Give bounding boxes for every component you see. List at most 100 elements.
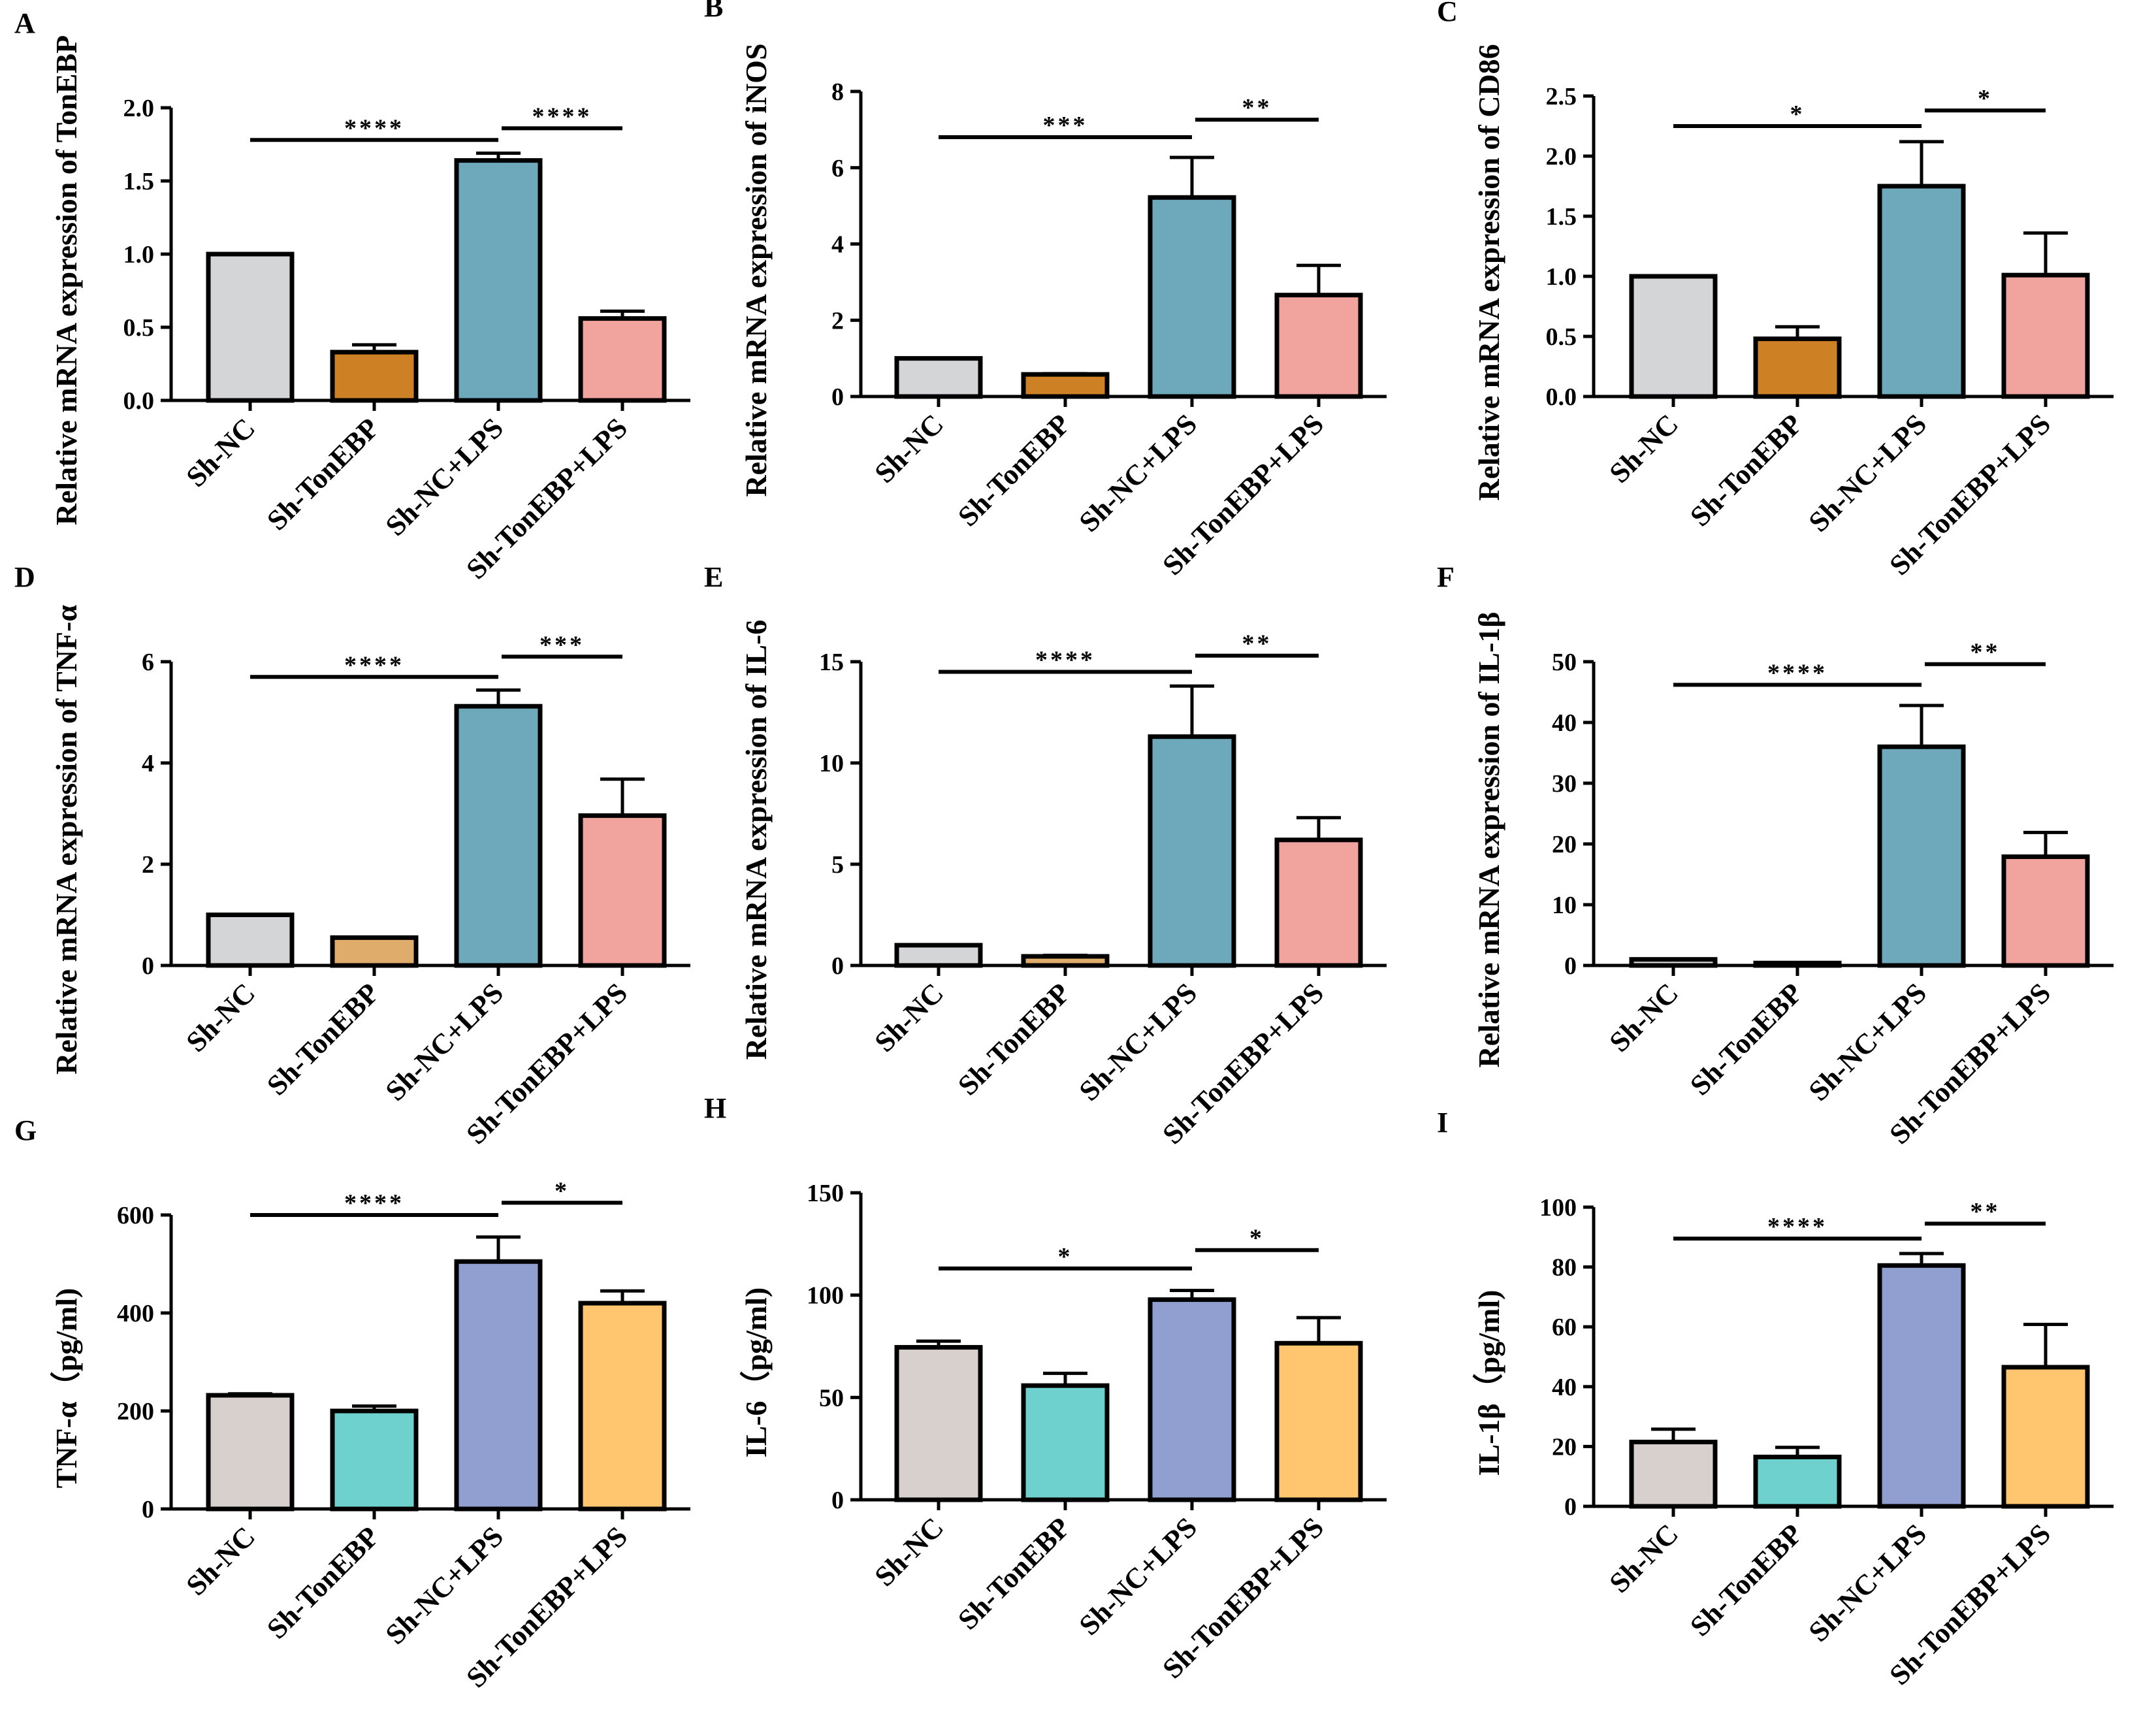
panel-g-letter: G bbox=[14, 1114, 37, 1146]
panel-e-tick-label: 5 bbox=[831, 851, 844, 879]
panel-c-tick-label: 2.0 bbox=[1546, 143, 1577, 170]
panel-a-tick-label: 1.5 bbox=[123, 168, 155, 195]
panel-i-significance-label: **** bbox=[1767, 1213, 1827, 1240]
panel-f-tick-label: 10 bbox=[1552, 892, 1577, 919]
panel-f-significance-label: ** bbox=[1971, 639, 2001, 666]
panel-c-tick-label: 1.5 bbox=[1546, 203, 1577, 231]
panel-g-bar-sh-nc bbox=[206, 1393, 295, 1512]
panel-e-letter: E bbox=[704, 561, 723, 593]
panel-e-bar-sh-tonebp-lps bbox=[1274, 837, 1363, 968]
panel-i-letter: I bbox=[1437, 1107, 1448, 1139]
panel-i-tick-label: 100 bbox=[1539, 1194, 1577, 1222]
panel-a-letter: A bbox=[14, 7, 35, 39]
panel-e-tick-label: 15 bbox=[819, 649, 844, 676]
panel-c-bar-sh-nc-lps bbox=[1877, 184, 1966, 399]
panel-d-significance-label: *** bbox=[539, 631, 585, 658]
panel-c-tick-label: 1.0 bbox=[1546, 263, 1577, 291]
panel-g-significance-label: * bbox=[555, 1177, 570, 1205]
panel-h-tick-label: 100 bbox=[807, 1282, 844, 1310]
panel-c-bar-sh-nc bbox=[1629, 274, 1718, 399]
panel-d-tick-label: 2 bbox=[142, 851, 154, 879]
panel-e-bar-sh-nc-lps bbox=[1148, 734, 1236, 968]
panel-b-y-label: Relative mRNA expression of iNOS bbox=[739, 43, 773, 496]
panel-g-bar-sh-tonebp bbox=[330, 1408, 419, 1512]
panel-i-tick-label: 20 bbox=[1552, 1433, 1577, 1461]
panel-g-tick-label: 600 bbox=[117, 1202, 154, 1229]
panel-b-significance-label: ** bbox=[1242, 94, 1272, 121]
panel-f-bar-sh-tonebp bbox=[1753, 960, 1842, 968]
panel-h-tick-label: 50 bbox=[819, 1384, 844, 1412]
panel-b-bar-sh-nc bbox=[894, 356, 983, 399]
panel-a-tick-label: 0.0 bbox=[123, 387, 155, 415]
panel-g-tick-label: 400 bbox=[117, 1300, 154, 1327]
panel-g-y-label: TNF-α（pg/ml) bbox=[50, 1288, 83, 1489]
panel-i-tick-label: 60 bbox=[1552, 1314, 1577, 1341]
panel-f-letter: F bbox=[1437, 561, 1455, 593]
panel-b-tick-label: 4 bbox=[831, 231, 844, 259]
panel-f-bar-sh-tonebp-lps bbox=[2001, 854, 2090, 968]
panel-a-bar-sh-tonebp-lps bbox=[578, 316, 667, 403]
panel-h-significance-label: * bbox=[1058, 1243, 1073, 1271]
panel-h-significance-label: * bbox=[1249, 1225, 1264, 1252]
panel-h-bar-sh-tonebp bbox=[1021, 1383, 1110, 1502]
panel-i-bar-sh-tonebp-lps bbox=[2001, 1365, 2090, 1509]
panel-h-bar-sh-nc-lps bbox=[1148, 1297, 1236, 1502]
panel-i-bar-sh-nc bbox=[1629, 1440, 1718, 1509]
panel-i-tick-label: 80 bbox=[1552, 1254, 1577, 1282]
panel-d-letter: D bbox=[14, 561, 35, 593]
panel-i-tick-label: 0 bbox=[1564, 1493, 1577, 1521]
panel-b-tick-label: 2 bbox=[831, 307, 844, 334]
panel-a-y-label: Relative mRNA expression of TonEBP bbox=[50, 35, 83, 526]
panel-i-bar-sh-nc-lps bbox=[1877, 1263, 1966, 1509]
panel-b-tick-label: 0 bbox=[831, 383, 844, 411]
panel-i-significance-label: ** bbox=[1971, 1198, 2001, 1225]
panel-a-bar-sh-nc bbox=[206, 251, 295, 403]
panel-g-bar-sh-tonebp-lps bbox=[578, 1301, 667, 1512]
panel-d-bar-sh-nc bbox=[206, 913, 295, 968]
panel-d-bar-sh-tonebp-lps bbox=[578, 813, 667, 968]
panel-g-tick-label: 0 bbox=[142, 1496, 154, 1523]
panel-e-tick-label: 0 bbox=[831, 952, 844, 980]
panel-c-tick-label: 0.5 bbox=[1546, 323, 1577, 351]
panel-g-bar-sh-nc-lps bbox=[454, 1259, 543, 1512]
panel-a-bar-sh-tonebp bbox=[330, 349, 419, 403]
panel-f-tick-label: 0 bbox=[1564, 952, 1577, 980]
panel-i-bar-sh-tonebp bbox=[1753, 1454, 1842, 1509]
panel-d-tick-label: 0 bbox=[142, 952, 154, 980]
panel-d-significance-label: **** bbox=[344, 651, 404, 679]
panel-f-bar-sh-nc-lps bbox=[1877, 744, 1966, 968]
panel-a-bar-sh-nc-lps bbox=[454, 158, 543, 403]
panel-h-tick-label: 150 bbox=[807, 1180, 844, 1207]
panel-e-significance-label: **** bbox=[1035, 647, 1095, 674]
panel-e-tick-label: 10 bbox=[819, 750, 844, 777]
panel-e-y-label: Relative mRNA expression of IL-6 bbox=[739, 620, 773, 1060]
panel-c-significance-label: * bbox=[1978, 85, 1993, 112]
panel-d-bar-sh-nc-lps bbox=[454, 704, 543, 968]
panel-f-bar-sh-nc bbox=[1629, 957, 1718, 968]
panel-i-tick-label: 40 bbox=[1552, 1374, 1577, 1401]
panel-a-tick-label: 2.0 bbox=[123, 95, 155, 122]
panel-c-y-label: Relative mRNA expression of CD86 bbox=[1472, 44, 1505, 500]
panel-h-bar-sh-nc bbox=[894, 1345, 983, 1502]
panel-f-tick-label: 40 bbox=[1552, 709, 1577, 737]
panel-i-y-label: IL-1β（pg/ml) bbox=[1472, 1290, 1505, 1476]
panel-h-y-label: IL-6（pg/ml) bbox=[739, 1288, 773, 1458]
panel-a-significance-label: **** bbox=[532, 103, 592, 130]
panel-a-tick-label: 1.0 bbox=[123, 241, 155, 268]
panel-b-tick-label: 8 bbox=[831, 78, 844, 106]
panel-e-bar-sh-nc bbox=[894, 943, 983, 968]
panel-e-bar-sh-tonebp bbox=[1021, 954, 1110, 968]
panel-f-y-label: Relative mRNA expression of IL-1β bbox=[1472, 612, 1505, 1068]
panel-b-significance-label: *** bbox=[1043, 112, 1088, 139]
panel-f-significance-label: **** bbox=[1767, 659, 1827, 687]
panel-d-y-label: Relative mRNA expression of TNF-α bbox=[50, 605, 83, 1075]
panel-c-bar-sh-tonebp-lps bbox=[2001, 272, 2090, 399]
panel-a-significance-label: **** bbox=[344, 114, 404, 142]
panel-f-tick-label: 50 bbox=[1552, 649, 1577, 676]
panel-h-letter: H bbox=[704, 1092, 726, 1124]
panel-b-bar-sh-tonebp bbox=[1021, 372, 1110, 399]
panel-d-tick-label: 4 bbox=[142, 750, 154, 777]
panel-d-bar-sh-tonebp bbox=[330, 935, 419, 968]
panel-c-significance-label: * bbox=[1790, 101, 1805, 128]
panel-d-tick-label: 6 bbox=[142, 649, 154, 676]
